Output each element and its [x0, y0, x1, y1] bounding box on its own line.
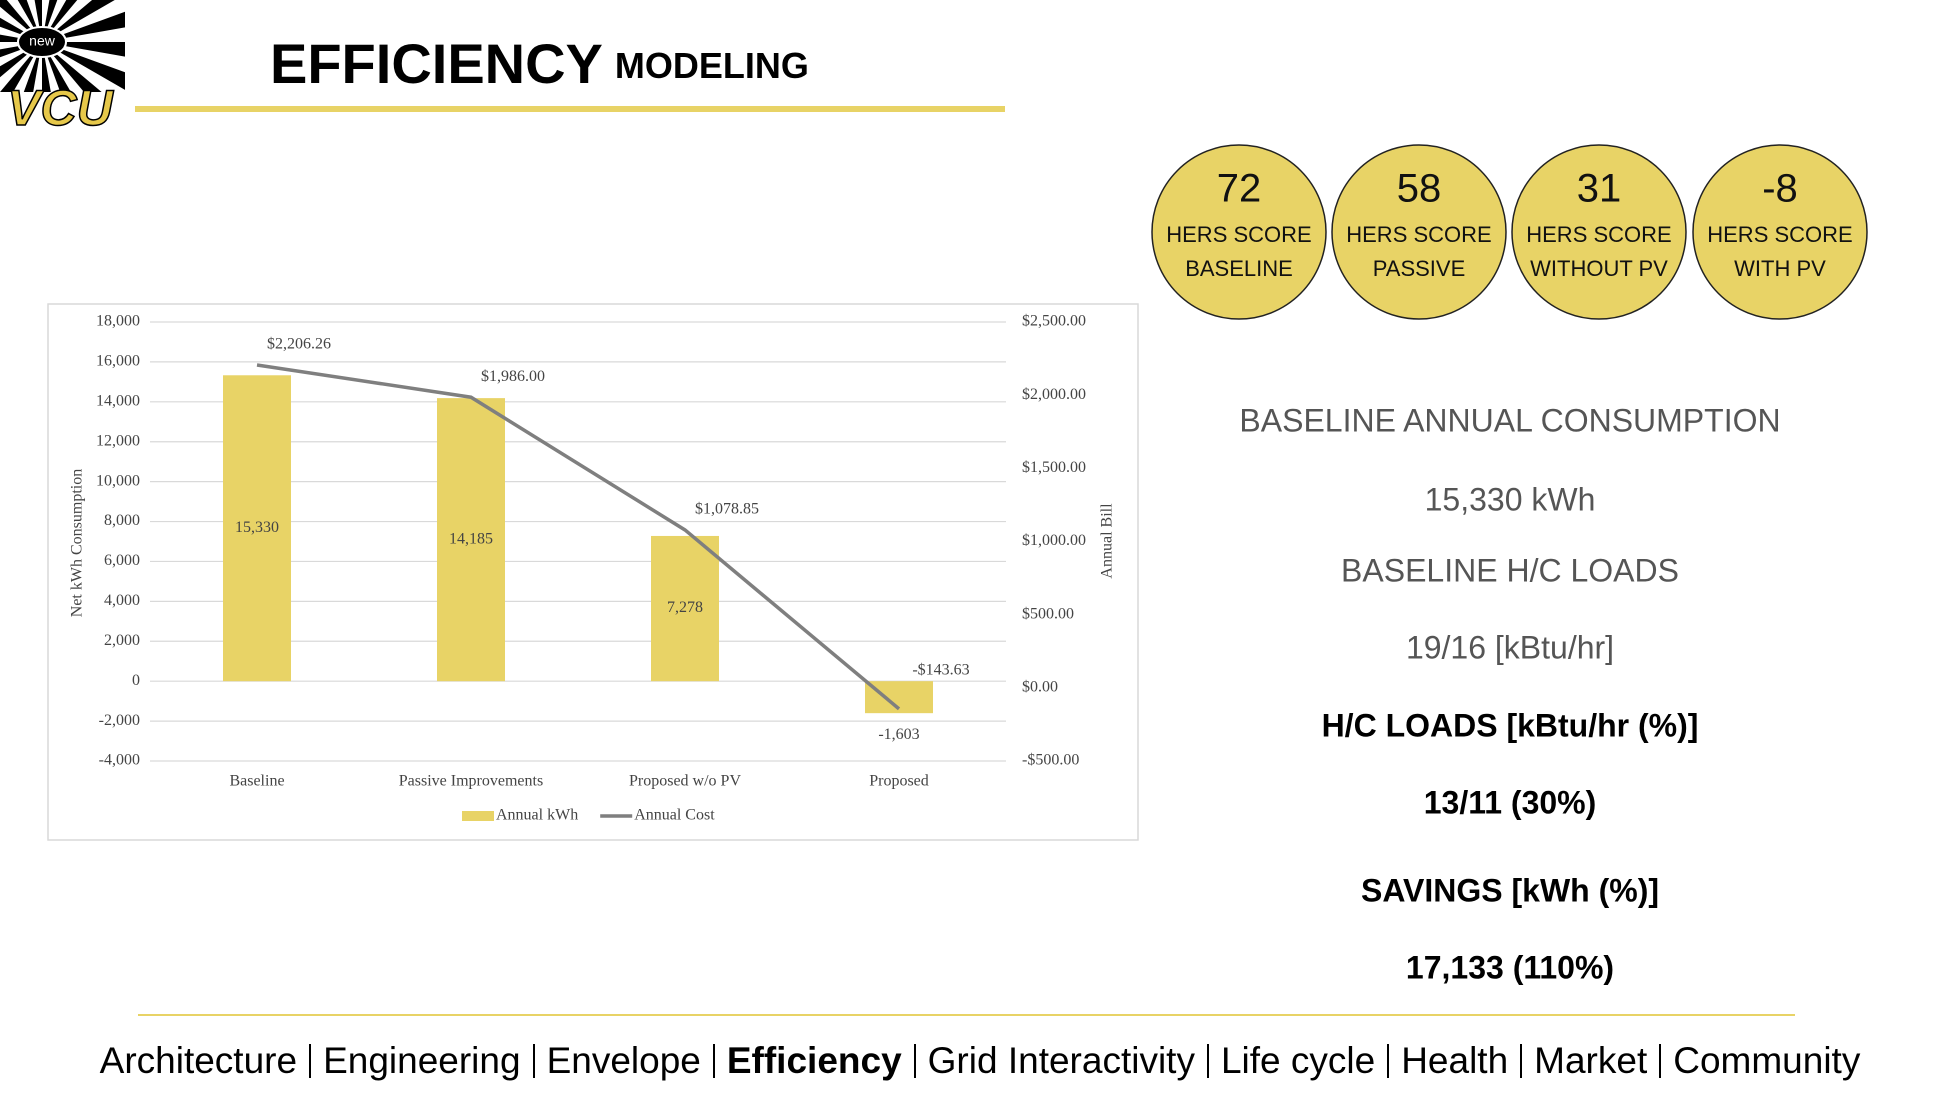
hers-score: 58: [1397, 167, 1442, 211]
nav-item[interactable]: Market: [1534, 1040, 1648, 1082]
bar: [223, 375, 291, 682]
nav-item[interactable]: Envelope: [546, 1040, 701, 1082]
hers-badge: [1331, 144, 1507, 320]
hers-badge: [1511, 144, 1687, 320]
logo-ray: [42, 42, 125, 57]
legend-label: Annual Cost: [634, 807, 715, 824]
nav-separator: [913, 1044, 916, 1079]
y2-tick-label: $1,500.00: [1022, 459, 1086, 476]
y2-tick-label: $500.00: [1022, 605, 1074, 622]
nav-separator: [1659, 1044, 1662, 1079]
y-tick-label: 6,000: [104, 552, 140, 569]
hers-label: HERS SCORE: [1346, 222, 1491, 247]
logo-ray: [42, 11, 125, 42]
y2-axis-label: Annual Bill: [1099, 503, 1116, 579]
x-tick-label: Proposed w/o PV: [629, 773, 741, 790]
hers-badge: [1692, 144, 1868, 320]
y-tick-label: -2,000: [99, 712, 140, 729]
y-tick-label: 18,000: [96, 313, 140, 330]
bar-label: -1,603: [878, 726, 919, 743]
hers-score: -8: [1762, 167, 1798, 211]
nav-separator: [1520, 1044, 1523, 1079]
nav-separator: [532, 1044, 535, 1079]
y2-tick-label: $2,500.00: [1022, 313, 1086, 330]
x-tick-label: Passive Improvements: [399, 773, 543, 790]
logo-badge-text: new: [29, 33, 56, 49]
hers-score: 31: [1577, 167, 1622, 211]
logo-ray: [42, 0, 115, 42]
legend-swatch: [462, 811, 494, 821]
summary-line: 13/11 (30%): [1424, 784, 1597, 820]
y-tick-label: 2,000: [104, 632, 140, 649]
summary-line: 19/16 [kBtu/hr]: [1406, 629, 1614, 665]
title-main: EFFICIENCY: [270, 32, 603, 95]
cost-label: -$143.63: [912, 662, 969, 679]
logo-ray: [17, 0, 42, 42]
nav-item[interactable]: Grid Interactivity: [927, 1040, 1195, 1082]
logo: new VCU: [0, 0, 125, 137]
hers-score: 72: [1217, 167, 1262, 211]
y2-tick-label: $1,000.00: [1022, 532, 1086, 549]
hers-label: HERS SCORE: [1166, 222, 1311, 247]
header-title: EFFICIENCY MODELING: [270, 32, 809, 95]
bar-label: 15,330: [235, 519, 279, 536]
bar: [437, 398, 505, 682]
hers-badge: [1151, 144, 1327, 320]
hers-label: HERS SCORE: [1707, 222, 1852, 247]
y-tick-label: 16,000: [96, 353, 140, 370]
logo-badge: [17, 26, 67, 58]
bar-label: 7,278: [667, 599, 703, 616]
hers-case: WITHOUT PV: [1530, 256, 1668, 281]
y-tick-label: 8,000: [104, 512, 140, 529]
hers-label: HERS SCORE: [1526, 222, 1671, 247]
summary-line: BASELINE ANNUAL CONSUMPTION: [1239, 402, 1780, 438]
nav-item[interactable]: Health: [1401, 1040, 1509, 1082]
summary-line: H/C LOADS [kBtu/hr (%)]: [1322, 707, 1699, 743]
nav-separator: [712, 1044, 715, 1079]
nav-item[interactable]: Engineering: [323, 1040, 521, 1082]
bar-label: 14,185: [449, 530, 493, 547]
nav-item[interactable]: Efficiency: [726, 1040, 902, 1082]
chart-frame: [47, 303, 1139, 841]
y-tick-label: 10,000: [96, 472, 140, 489]
nav-item[interactable]: Community: [1673, 1040, 1861, 1082]
logo-ray: [0, 42, 42, 78]
summary-line: 15,330 kWh: [1425, 481, 1596, 517]
hers-case: BASELINE: [1185, 256, 1293, 281]
nav-separator: [1387, 1044, 1390, 1079]
x-tick-label: Baseline: [229, 773, 284, 790]
nav-separator: [1206, 1044, 1209, 1079]
nav-item[interactable]: Life cycle: [1220, 1040, 1376, 1082]
hers-case: WITH PV: [1734, 256, 1826, 281]
logo-name: VCU: [7, 80, 114, 136]
y-tick-label: 14,000: [96, 392, 140, 409]
nav-separator: [309, 1044, 312, 1079]
nav-item[interactable]: Architecture: [99, 1040, 298, 1082]
y-tick-label: 12,000: [96, 432, 140, 449]
y2-tick-label: $2,000.00: [1022, 386, 1086, 403]
y-tick-label: -4,000: [99, 752, 140, 769]
cost-label: $1,986.00: [481, 368, 545, 385]
cost-line: [256, 363, 901, 711]
y2-tick-label: $0.00: [1022, 679, 1058, 696]
title-underline: [135, 106, 1005, 112]
slide-canvas: new VCU EFFICIENCY MODELING -4,000 -2,000 0…: [0, 0, 1868, 1016]
y-tick-label: 4,000: [104, 592, 140, 609]
y2-tick-label: -$500.00: [1022, 752, 1079, 769]
y-tick-label: 0: [132, 672, 140, 689]
x-tick-label: Proposed: [869, 773, 929, 790]
legend-label: Annual kWh: [496, 807, 578, 824]
summary-line: BASELINE H/C LOADS: [1341, 552, 1679, 588]
logo-ray: [42, 42, 125, 90]
footer-nav: Architecture Engineering Envelope Efficienc…: [0, 1038, 1960, 1082]
hers-case: PASSIVE: [1373, 256, 1466, 281]
summary-line: SAVINGS [kWh (%)]: [1361, 872, 1659, 908]
y-axis-label: Net kWh Consumption: [69, 469, 86, 617]
title-sub: MODELING: [615, 45, 809, 86]
cost-label: $2,206.26: [267, 336, 331, 353]
summary-line: 17,133 (110%): [1406, 949, 1614, 985]
bar: [651, 535, 719, 682]
cost-label: $1,078.85: [695, 501, 759, 518]
